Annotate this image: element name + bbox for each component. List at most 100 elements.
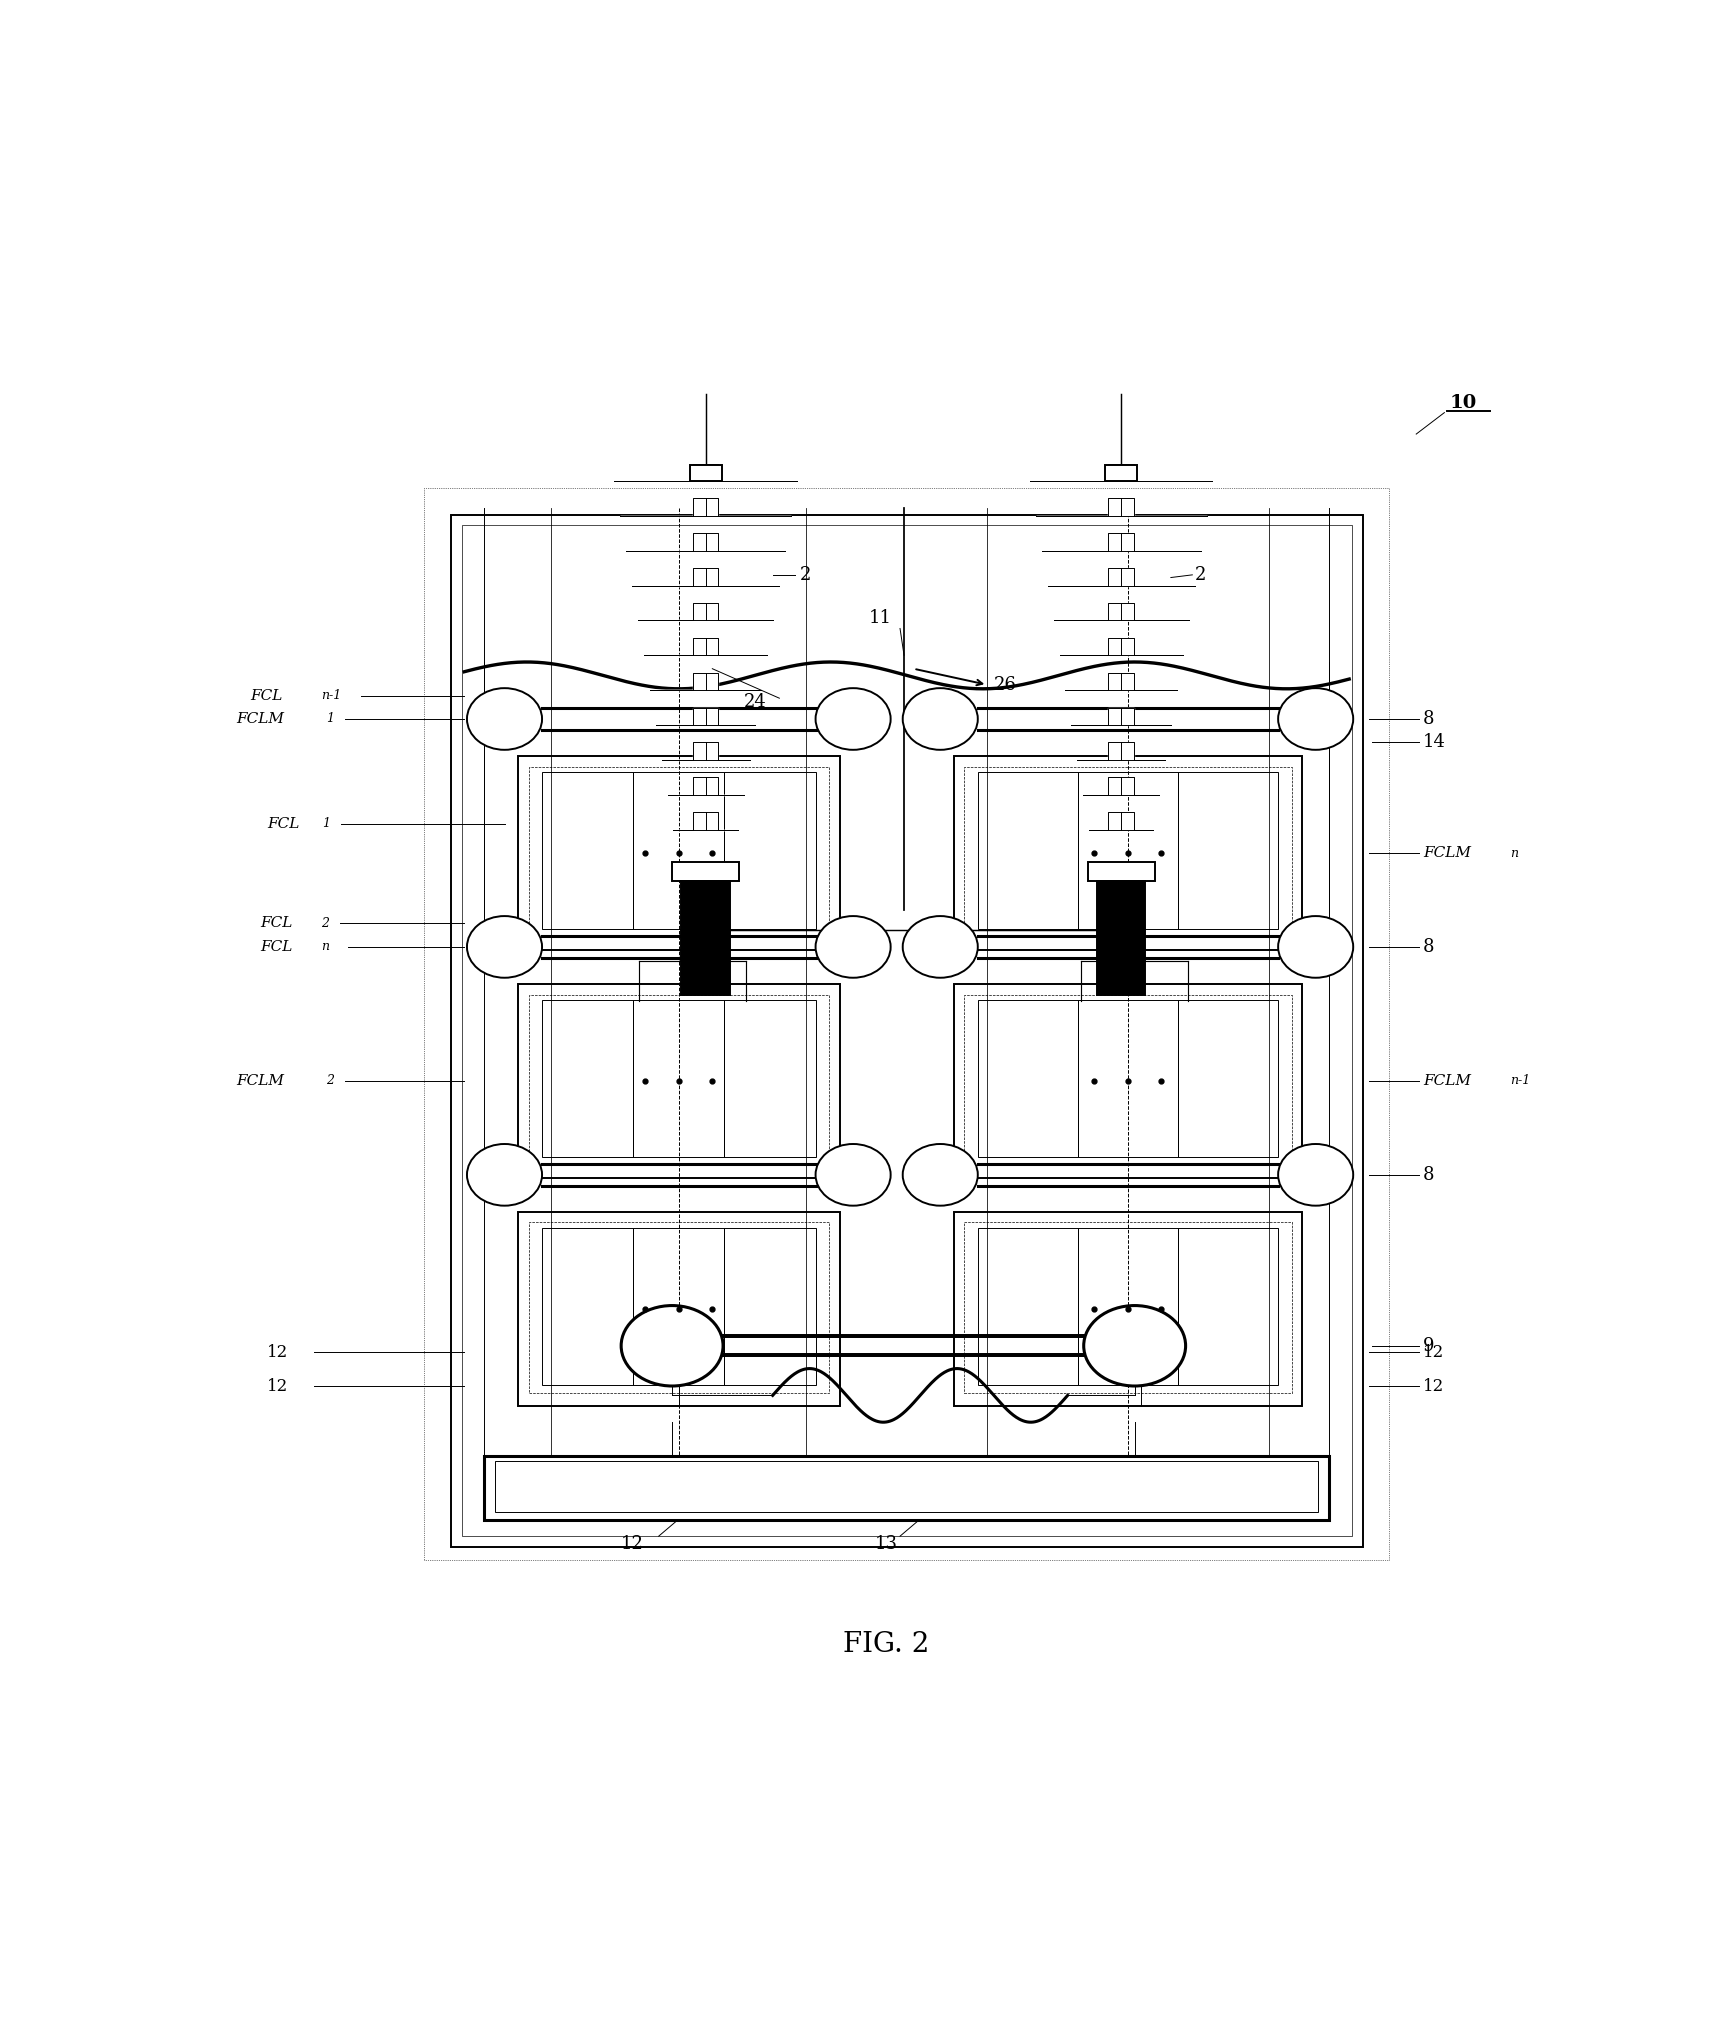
Text: 8: 8 [1422,710,1434,729]
Bar [517,755,839,951]
Bar [671,861,739,880]
Polygon shape [621,498,791,516]
Bar [690,465,721,482]
Bar [725,1000,815,1157]
Bar [1088,861,1156,880]
Bar [725,771,815,929]
Ellipse shape [467,1145,541,1206]
Text: 2: 2 [799,565,811,584]
Text: 12: 12 [1422,1343,1445,1361]
Text: 26: 26 [993,676,1017,694]
Polygon shape [656,708,756,725]
Polygon shape [638,602,773,620]
Text: 1: 1 [322,816,330,831]
Text: FCL: FCL [249,688,282,702]
Polygon shape [661,743,749,759]
Polygon shape [1041,533,1201,551]
Bar [682,880,730,994]
Ellipse shape [815,916,891,978]
Text: 2: 2 [320,916,329,931]
Ellipse shape [467,688,541,749]
Bar [964,994,1292,1165]
Text: FCL: FCL [261,941,292,953]
Text: FIG. 2: FIG. 2 [844,1631,929,1657]
Ellipse shape [903,1145,977,1206]
Text: 2: 2 [1195,565,1206,584]
Text: 12: 12 [621,1535,644,1553]
Bar [462,525,1351,1537]
Polygon shape [1029,463,1213,482]
Bar [529,1223,829,1392]
Polygon shape [644,639,768,655]
Bar [1078,1000,1178,1157]
Polygon shape [668,778,744,794]
Bar [541,1229,633,1384]
Polygon shape [631,567,778,586]
Polygon shape [650,674,761,690]
Ellipse shape [1083,1306,1185,1386]
Ellipse shape [903,688,977,749]
Ellipse shape [1278,688,1353,749]
Text: FCLM: FCLM [237,1074,284,1088]
Ellipse shape [815,1145,891,1206]
Text: 8: 8 [1422,1165,1434,1184]
Text: 11: 11 [868,608,891,627]
Polygon shape [1071,708,1171,725]
Bar [964,767,1292,937]
Polygon shape [1078,743,1166,759]
Polygon shape [1048,567,1195,586]
Text: FCL: FCL [266,816,299,831]
Polygon shape [1066,674,1176,690]
Ellipse shape [1278,916,1353,978]
Text: FCLM: FCLM [1422,847,1470,859]
Text: FCL: FCL [261,916,292,931]
Bar [452,514,1363,1547]
Bar [725,1229,815,1384]
Ellipse shape [903,916,977,978]
Polygon shape [1036,498,1206,516]
Bar [1105,465,1137,482]
Bar [517,1212,839,1406]
Text: 9: 9 [1422,1337,1434,1355]
Bar [529,994,829,1165]
Polygon shape [673,812,737,829]
Text: 14: 14 [1422,733,1446,751]
Bar [541,1000,633,1157]
Text: n-1: n-1 [1510,1074,1531,1088]
Ellipse shape [467,916,541,978]
Text: 8: 8 [1422,939,1434,955]
Bar [1097,880,1145,994]
Polygon shape [1083,778,1159,794]
Text: 10: 10 [1450,394,1477,412]
Bar [517,984,839,1178]
Polygon shape [1054,602,1189,620]
Bar [529,767,829,937]
Text: n: n [1510,847,1517,859]
Text: FCLM: FCLM [1422,1074,1470,1088]
Text: 2: 2 [327,1074,334,1088]
Text: 12: 12 [266,1343,289,1361]
Bar [633,1000,725,1157]
Text: n: n [320,941,329,953]
Bar [1078,1229,1178,1384]
Text: n-1: n-1 [320,690,341,702]
Polygon shape [1059,639,1183,655]
Bar [977,771,1078,929]
Ellipse shape [815,688,891,749]
Bar [424,488,1389,1559]
Bar [1078,771,1178,929]
Text: 12: 12 [1422,1378,1445,1394]
Bar [1178,1229,1278,1384]
Ellipse shape [621,1306,723,1386]
Bar [977,1000,1078,1157]
Bar [953,984,1303,1178]
Text: FCLM: FCLM [237,712,284,727]
Bar [977,1229,1078,1384]
Polygon shape [614,463,798,482]
Polygon shape [1090,812,1154,829]
Ellipse shape [1278,1145,1353,1206]
Bar [953,755,1303,951]
Bar [1178,1000,1278,1157]
Text: 12: 12 [266,1378,289,1394]
Text: 24: 24 [744,694,766,710]
